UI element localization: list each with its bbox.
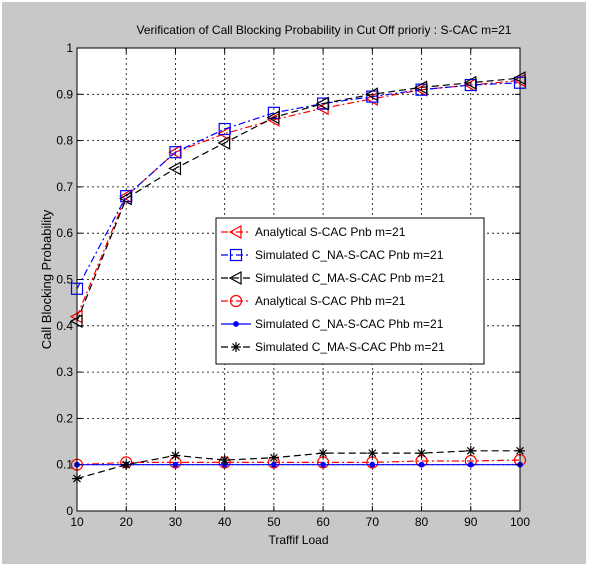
y-tick-label: 0.5	[56, 273, 73, 287]
star-marker	[219, 455, 230, 466]
chart-title: Verification of Call Blocking Probabilit…	[137, 23, 512, 37]
x-tick-label: 70	[366, 515, 380, 529]
x-tick-label: 10	[70, 515, 84, 529]
star-marker	[367, 448, 378, 459]
y-tick-label: 0.1	[56, 458, 73, 472]
triangle-marker	[463, 75, 477, 90]
dot-marker	[418, 461, 425, 468]
star-stroke	[368, 449, 377, 458]
star-stroke	[417, 449, 426, 458]
triangle-marker	[266, 110, 280, 125]
triangle-marker	[168, 161, 182, 176]
x-tick-label: 90	[464, 515, 478, 529]
triangle-marker	[414, 80, 428, 95]
legend-label: Simulated C_MA-S-CAC Pnb m=21	[255, 271, 445, 285]
y-axis-label: Call Blocking Probability	[39, 209, 54, 349]
dot-marker	[233, 321, 239, 327]
x-tick-label: 20	[120, 515, 134, 529]
star-stroke	[269, 453, 278, 462]
triangle-marker	[217, 135, 231, 150]
triangle-marker	[228, 224, 242, 240]
y-tick-label: 0.3	[56, 365, 73, 379]
y-tick-label: 0.8	[56, 134, 73, 148]
star-stroke	[466, 446, 475, 455]
y-tick-label: 0.6	[56, 226, 73, 240]
star-stroke	[122, 460, 131, 469]
y-tick-label: 0	[66, 504, 73, 518]
x-tick-label: 50	[267, 515, 281, 529]
legend-entry: Analytical S-CAC Pnb m=21	[221, 224, 406, 240]
square-marker	[169, 146, 182, 159]
y-tick-label: 0.4	[56, 319, 73, 333]
triangle-marker	[365, 87, 378, 102]
series-line	[76, 82, 521, 290]
star-stroke	[220, 456, 229, 464]
legend-entry: Simulated C_NA-S-CAC Phb m=21	[221, 317, 444, 331]
star-marker	[416, 448, 427, 459]
triangle-marker	[118, 191, 132, 206]
star-marker	[465, 445, 476, 456]
x-tick-label: 80	[415, 515, 429, 529]
dot-marker	[320, 461, 327, 468]
triangle-marker	[315, 96, 329, 111]
legend-label: Analytical S-CAC Phb m=21	[255, 294, 406, 308]
dot-marker	[270, 461, 277, 468]
axis-ticks: 10 20 30 40 50 60 70 80 90 100 0 0.1 0.2 0.3 0.4 0.5 0.6…	[56, 41, 530, 529]
y-tick-label: 1	[66, 41, 73, 55]
dot-marker	[467, 461, 474, 468]
triangle-marker	[228, 270, 242, 286]
legend-entry: Analytical S-CAC Phb m=21	[221, 294, 406, 308]
x-tick-label: 30	[169, 515, 183, 529]
star-stroke	[232, 343, 240, 351]
legend-label: Simulated C_NA-S-CAC Pnb m=21	[255, 248, 444, 262]
square-marker	[218, 122, 231, 136]
y-tick-label: 0.7	[56, 180, 73, 194]
legend-entry: Simulated C_MA-S-CAC Pnb m=21	[221, 270, 445, 286]
legend-entry: Simulated C_MA-S-CAC Phb m=21	[221, 340, 445, 354]
x-axis-label: Traffif Load	[268, 533, 328, 547]
x-tick-label: 60	[316, 515, 330, 529]
legend-label: Analytical S-CAC Pnb m=21	[255, 225, 406, 239]
x-tick-label: 40	[218, 515, 232, 529]
legend-label: Simulated C_MA-S-CAC Phb m=21	[255, 340, 445, 354]
y-tick-label: 0.2	[56, 411, 73, 425]
star-marker	[231, 342, 241, 352]
square-marker	[229, 248, 243, 262]
circle-marker	[229, 294, 243, 308]
star-marker	[318, 448, 329, 459]
legend-box	[215, 217, 485, 365]
y-tick-label: 0.9	[56, 87, 73, 101]
legend-label: Simulated C_NA-S-CAC Phb m=21	[255, 317, 444, 331]
series-line	[76, 459, 521, 466]
star-marker	[170, 450, 181, 461]
series-layer	[69, 71, 527, 484]
legend: Analytical S-CAC Pnb m=21 Simulated C_NA-…	[215, 217, 485, 365]
legend-entry: Simulated C_NA-S-CAC Pnb m=21	[221, 248, 444, 262]
series-line	[76, 77, 521, 322]
x-tick-label: 100	[510, 515, 530, 529]
star-marker	[121, 459, 132, 470]
series-line	[76, 450, 520, 480]
dot-marker	[369, 461, 376, 468]
star-marker	[268, 452, 279, 463]
dot-marker	[172, 461, 179, 468]
star-stroke	[319, 449, 328, 458]
star-stroke	[171, 451, 180, 460]
